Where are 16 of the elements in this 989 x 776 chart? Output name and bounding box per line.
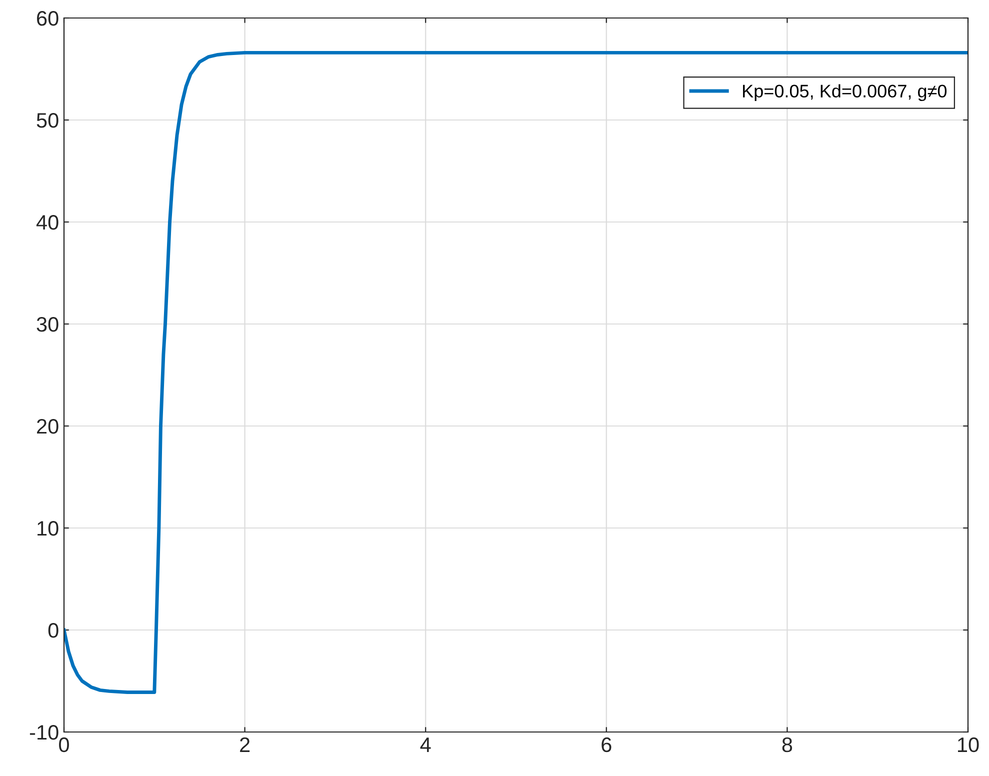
x-tick-label: 0 [59, 737, 69, 752]
x-tick-label: 4 [420, 738, 431, 752]
y-tick-label: -10 [30, 725, 58, 740]
x-tick-label: 10 [958, 737, 979, 752]
y-tick-label: 40 [36, 215, 58, 230]
y-tick-label: 50 [36, 113, 58, 128]
y-tick-label: 30 [36, 317, 58, 332]
legend-label: Kp=0.05, Kd=0.0067, g≠0 [743, 84, 947, 102]
x-tick-label: 8 [782, 737, 792, 752]
y-tick-label: 60 [37, 11, 58, 26]
y-tick-label: 0 [48, 623, 58, 638]
x-tick-label: 2 [240, 737, 250, 752]
y-tick-label: 10 [38, 521, 58, 536]
y-tick-label: 20 [37, 419, 58, 434]
line-series [64, 50, 968, 694]
x-tick-label: 6 [602, 737, 612, 752]
